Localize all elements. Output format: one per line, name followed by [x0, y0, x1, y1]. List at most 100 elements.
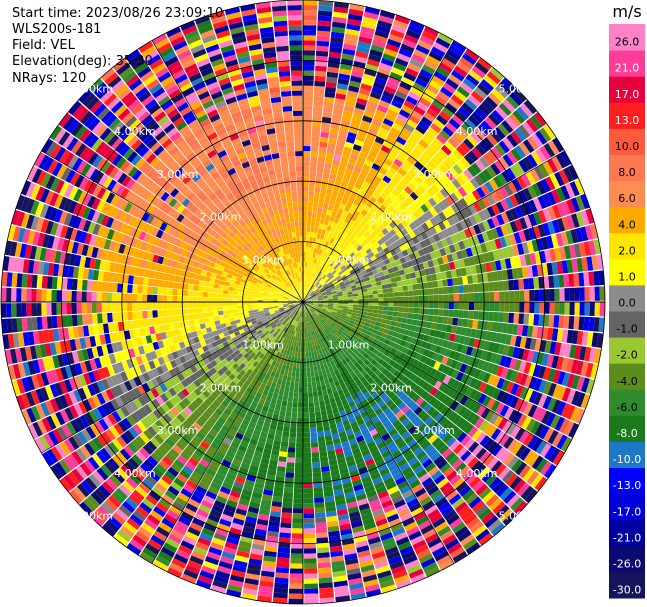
radar-gate — [364, 68, 377, 77]
radar-gate — [303, 482, 313, 489]
radar-gate — [315, 237, 320, 244]
radar-gate — [304, 286, 306, 293]
radar-gate — [379, 179, 389, 188]
radar-gate — [380, 212, 389, 220]
radar-gate — [304, 327, 307, 333]
radar-gate — [507, 181, 518, 194]
radar-gate — [394, 184, 404, 194]
radar-gate — [412, 313, 419, 320]
radar-gate — [336, 400, 343, 408]
radar-gate — [348, 279, 355, 284]
radar-gate — [194, 362, 202, 371]
radar-gate — [283, 421, 291, 428]
radar-gate — [276, 562, 290, 569]
radar-gate — [374, 395, 383, 404]
radar-gate — [289, 313, 294, 318]
radar-gate — [315, 275, 320, 281]
radar-gate — [200, 476, 212, 486]
radar-gate — [304, 311, 307, 317]
radar-gate — [413, 367, 421, 376]
radar-gate — [509, 358, 517, 370]
radar-gate — [453, 428, 464, 440]
radar-gate — [140, 418, 151, 429]
radar-gate — [300, 352, 303, 358]
radar-gate — [574, 408, 585, 424]
radar-gate — [438, 211, 447, 221]
radar-gate — [378, 372, 386, 380]
radar-gate — [316, 212, 322, 219]
radar-gate — [303, 462, 312, 469]
radar-gate — [304, 588, 319, 594]
radar-gate — [332, 479, 342, 486]
radar-gate — [317, 562, 331, 569]
radar-gate — [398, 269, 405, 276]
radar-gate — [451, 40, 467, 53]
radar-gate — [494, 302, 500, 312]
radar-gate — [539, 127, 552, 142]
radar-gate — [455, 392, 465, 403]
radar-gate — [370, 230, 378, 238]
radar-gate — [316, 293, 322, 297]
radar-gate — [401, 367, 409, 376]
radar-gate — [432, 280, 439, 288]
radar-gate — [72, 433, 84, 448]
radar-gate — [362, 115, 373, 124]
radar-gate — [296, 432, 303, 438]
radar-gate — [189, 439, 200, 449]
radar-gate — [346, 313, 352, 318]
radar-gate — [395, 536, 410, 546]
radar-gate — [359, 507, 372, 516]
radar-gate — [306, 367, 311, 373]
radar-gate — [357, 41, 371, 49]
radar-gate — [210, 481, 222, 491]
radar-gate — [199, 414, 208, 424]
radar-gate — [491, 364, 500, 376]
radar-gate — [299, 372, 303, 378]
radar-gate — [363, 305, 369, 309]
radar-gate — [326, 279, 332, 285]
radar-gate — [427, 335, 435, 344]
radar-gate — [374, 188, 383, 196]
radar-gate — [492, 175, 504, 188]
radar-gate — [388, 359, 396, 367]
radar-gate — [132, 534, 147, 547]
radar-gate — [116, 408, 126, 420]
radar-gate — [325, 383, 331, 390]
radar-gate — [518, 230, 527, 243]
radar-gate — [458, 335, 466, 345]
radar-gate — [417, 157, 428, 167]
radar-gate — [351, 117, 362, 125]
radar-gate — [434, 550, 449, 562]
radar-gate — [513, 313, 520, 324]
radar-gate — [168, 368, 177, 378]
radar-gate — [376, 154, 386, 163]
radar-gate — [321, 342, 326, 348]
radar-gate — [403, 123, 415, 133]
radar-gate — [333, 228, 340, 235]
radar-gate — [331, 311, 337, 315]
radar-gate — [463, 195, 473, 206]
radar-gate — [438, 62, 453, 74]
radar-gate — [248, 335, 255, 341]
radar-gate — [343, 297, 349, 300]
radar-gate — [380, 279, 387, 285]
radar-gate — [505, 473, 519, 487]
radar-gate — [333, 154, 342, 161]
radar-gate — [271, 500, 282, 508]
radar-gate — [189, 382, 198, 391]
radar-gate — [303, 90, 314, 96]
radar-gate — [534, 302, 540, 314]
radar-gate — [505, 209, 515, 222]
radar-gate — [91, 453, 104, 467]
radar-gate — [255, 363, 262, 370]
radar-gate — [209, 403, 218, 412]
radar-gate — [249, 553, 263, 561]
radar-gate — [325, 351, 331, 358]
radar-gate — [272, 377, 279, 384]
radar-gate — [336, 83, 349, 91]
radar-gate — [310, 226, 315, 233]
radar-gate — [382, 187, 392, 197]
radar-gate — [351, 327, 357, 332]
radar-gate — [495, 226, 504, 238]
radar-gate — [235, 366, 243, 374]
